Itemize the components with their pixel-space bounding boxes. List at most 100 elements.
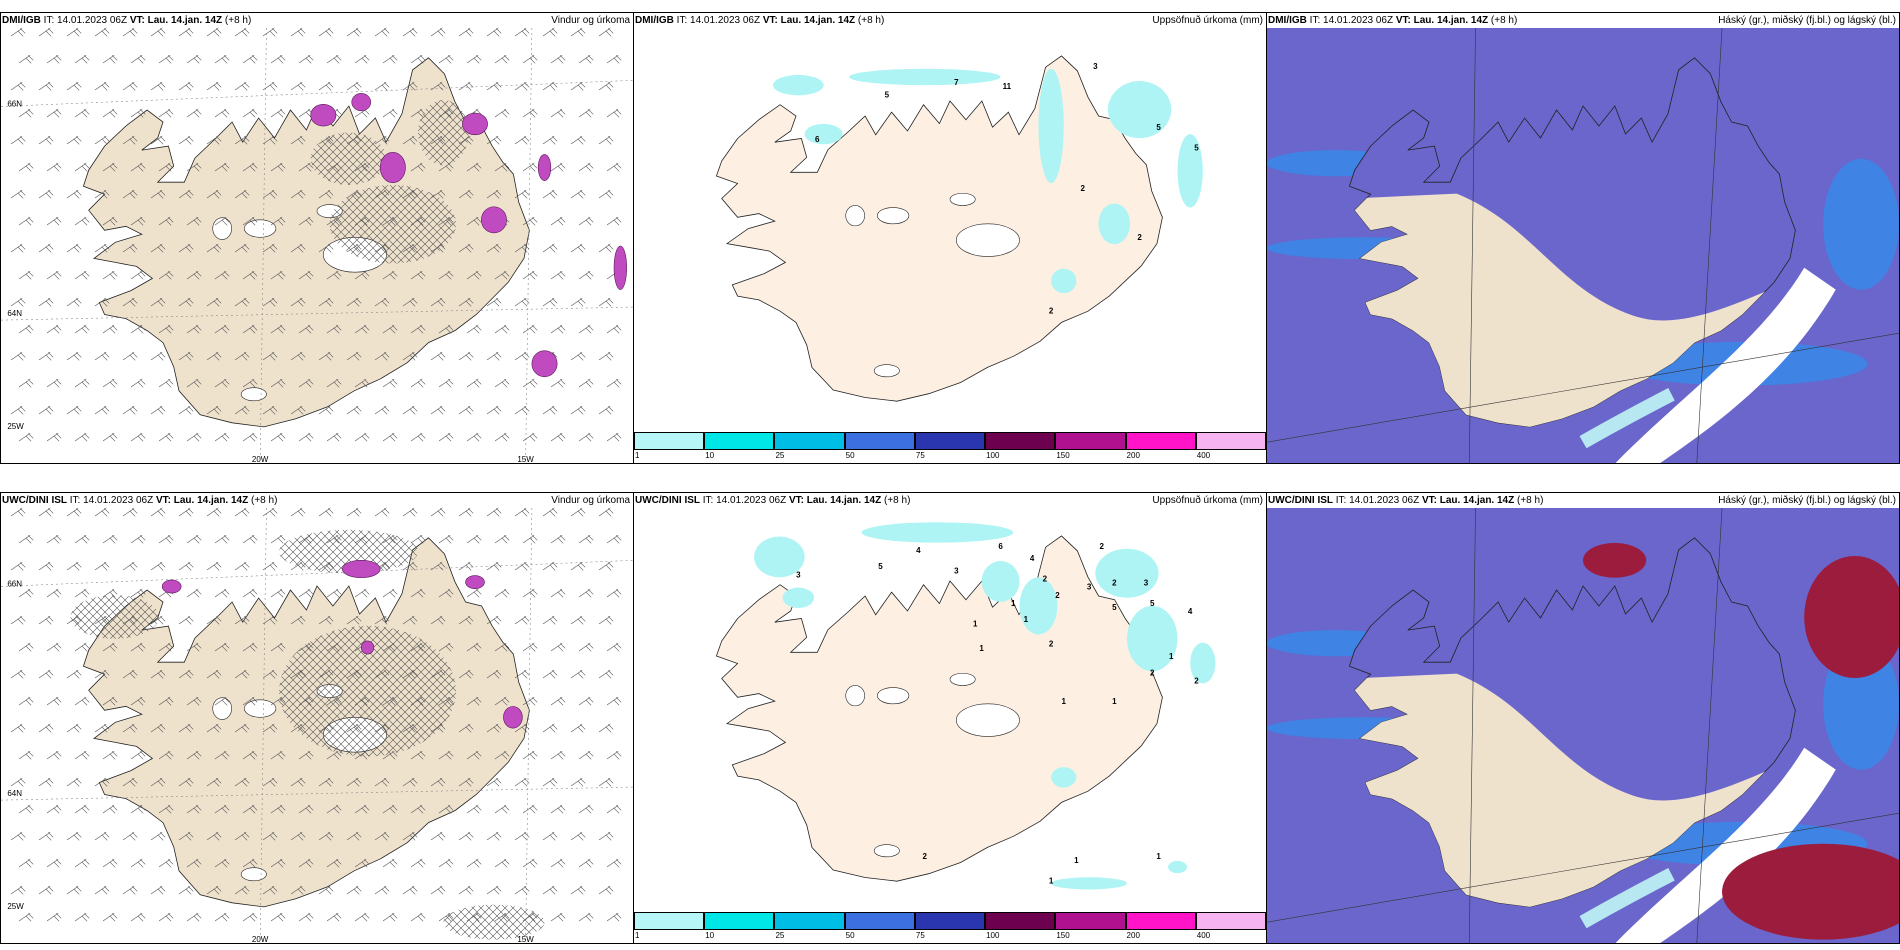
header-lead: (+8 h) bbox=[1517, 495, 1544, 506]
colorbar-segment bbox=[985, 432, 1056, 450]
iceland-coastline bbox=[82, 57, 530, 428]
precip-area bbox=[1038, 68, 1064, 184]
precip-area bbox=[1051, 877, 1127, 890]
precip-value-label: 1 bbox=[1169, 652, 1174, 661]
header-vt: Lau. 14.jan. 14Z bbox=[173, 495, 249, 506]
glacier-outline bbox=[873, 844, 900, 858]
precip-area bbox=[310, 103, 337, 127]
header-it: 14.01.2023 06Z bbox=[1323, 15, 1394, 26]
map-precip: 5 7 11 3 6 5 5 2 2 2 bbox=[715, 55, 1203, 402]
graticule-line bbox=[1468, 508, 1476, 944]
colorbar-segment bbox=[1055, 912, 1126, 930]
precip-hatch-area bbox=[279, 625, 457, 757]
colorbar-segment bbox=[1125, 432, 1196, 450]
glacier-outline bbox=[956, 703, 1020, 737]
header-vt-lab: VT: bbox=[1395, 15, 1411, 26]
header-vt: Lau. 14.jan. 14Z bbox=[147, 15, 223, 26]
colorbar-segment bbox=[1055, 432, 1126, 450]
panel-header: UWC/DINI ISL IT: 14.01.2023 06Z VT: Lau.… bbox=[2, 494, 630, 508]
panel-frame bbox=[633, 12, 1267, 464]
precip-value-label: 5 bbox=[1150, 599, 1155, 608]
panel-frame bbox=[0, 492, 634, 944]
map-cloud bbox=[1267, 28, 1899, 464]
wind-barb-field bbox=[10, 28, 622, 442]
glacier-outline bbox=[949, 672, 976, 686]
precip-area bbox=[754, 536, 805, 578]
glacier-outline bbox=[244, 699, 277, 718]
product-title: Vindur og úrkoma bbox=[551, 495, 630, 506]
colorbar-tick-label: 400 bbox=[1196, 451, 1211, 460]
precip-area bbox=[773, 74, 824, 96]
colorbar-tick-label: 200 bbox=[1126, 931, 1140, 940]
precip-value-label: 3 bbox=[1093, 62, 1098, 71]
precip-area bbox=[782, 587, 815, 608]
header-model: UWC/DINI ISL bbox=[2, 495, 67, 506]
colorbar-segment bbox=[914, 432, 986, 450]
precip-area bbox=[503, 706, 523, 729]
precip-area bbox=[161, 579, 182, 594]
graticule-line bbox=[1267, 812, 1899, 923]
header-it-label: IT: bbox=[676, 15, 688, 26]
precip-hatch-area bbox=[329, 184, 457, 264]
axis-label: 25W bbox=[7, 902, 24, 911]
cloud-low-band bbox=[1579, 388, 1675, 449]
product-title: Uppsöfnuð úrkoma (mm) bbox=[1152, 495, 1263, 506]
precip-colorbar bbox=[634, 432, 1266, 450]
precip-value-label: 5 bbox=[1156, 123, 1161, 132]
precip-area bbox=[537, 154, 552, 181]
precip-value-label: 2 bbox=[1049, 307, 1054, 316]
precip-area bbox=[379, 151, 406, 184]
glacier-outline bbox=[240, 387, 267, 402]
colorbar-segment bbox=[634, 432, 705, 450]
colorbar-segment bbox=[985, 912, 1056, 930]
precip-area bbox=[360, 640, 375, 655]
precip-area bbox=[848, 68, 1001, 86]
header-it-label: IT: bbox=[702, 495, 714, 506]
panel-header: UWC/DINI ISL IT: 14.01.2023 06Z VT: Lau.… bbox=[635, 494, 1263, 508]
header-model: DMI/IGB bbox=[635, 15, 674, 26]
panel-frame bbox=[0, 12, 634, 464]
map-cloud bbox=[1267, 508, 1899, 944]
colorbar-tick-label: 25 bbox=[775, 451, 785, 460]
cloud-low-band bbox=[1579, 868, 1675, 929]
colorbar-segment bbox=[704, 912, 775, 930]
cloud-clear-strip bbox=[1614, 267, 1836, 464]
precip-value-label: 7 bbox=[954, 78, 959, 87]
panel-dmi-wind: DMI/IGB IT: 14.01.2023 06Z VT: Lau. 14.j… bbox=[0, 12, 634, 464]
colorbar-segment bbox=[914, 912, 986, 930]
colorbar-segment bbox=[1125, 912, 1196, 930]
colorbar-tick-label: 100 bbox=[986, 451, 1000, 460]
cloud-dense-area bbox=[1722, 843, 1899, 940]
precip-value-label: 6 bbox=[815, 135, 820, 144]
axis-label: 66N bbox=[7, 99, 22, 108]
graticule-line bbox=[1468, 28, 1476, 464]
glacier-outline bbox=[877, 687, 910, 705]
precip-hatch-area bbox=[310, 132, 387, 185]
precip-area bbox=[1019, 577, 1058, 635]
precip-area bbox=[1168, 860, 1187, 874]
precip-area bbox=[804, 123, 843, 145]
glacier-outline bbox=[873, 364, 900, 378]
precip-value-label: 1 bbox=[1156, 852, 1161, 861]
axis-label: 20W bbox=[252, 935, 269, 944]
axis-label: 66N bbox=[7, 579, 22, 588]
colorbar-tick-label: 75 bbox=[915, 931, 925, 940]
map-wind: 20W 15W 25W 66N 64N bbox=[1, 28, 633, 464]
cloud-dense-area bbox=[1583, 542, 1647, 578]
precip-value-label: 5 bbox=[1194, 143, 1199, 152]
precip-value-label: 4 bbox=[1188, 607, 1193, 616]
header-lead: (+8 h) bbox=[1490, 15, 1518, 26]
header-model: UWC/DINI ISL bbox=[635, 495, 700, 506]
glacier-outline bbox=[956, 223, 1020, 257]
header-it: 14.01.2023 06Z bbox=[83, 495, 154, 506]
colorbar-segment bbox=[774, 912, 845, 930]
glacier-outline bbox=[845, 205, 865, 227]
colorbar-segment bbox=[1195, 432, 1266, 450]
precip-area bbox=[481, 206, 507, 234]
panel-header: DMI/IGB IT: 14.01.2023 06Z VT: Lau. 14.j… bbox=[635, 14, 1263, 28]
precip-area bbox=[351, 93, 372, 112]
colorbar-tick-label: 150 bbox=[1056, 451, 1070, 460]
colorbar-segment bbox=[844, 432, 915, 450]
precip-area bbox=[465, 575, 485, 589]
precip-value-label: 5 bbox=[878, 562, 883, 571]
